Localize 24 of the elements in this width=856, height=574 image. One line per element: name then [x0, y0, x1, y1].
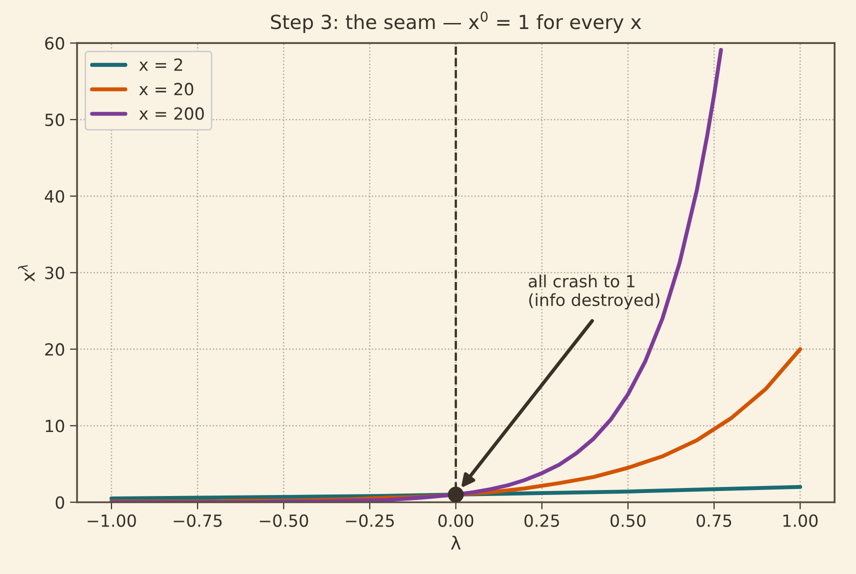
- x-tick-label: −0.50: [260, 514, 308, 527]
- chart-title: Step 3: the seam — x$^{0}$ = 1 for every x: [271, 11, 642, 34]
- y-tick-label: 50: [45, 114, 64, 126]
- y-tick-label: 0: [56, 496, 64, 509]
- annotation: all crash to 1 (info destroyed): [528, 274, 660, 310]
- y-tick-label: 40: [44, 190, 64, 203]
- y-tick-label: 20: [45, 343, 64, 356]
- y-tick-label: 60: [45, 37, 64, 50]
- x-tick-label: 0.25: [524, 514, 560, 527]
- y-tick-label: 30: [45, 266, 64, 280]
- legend-label: x = 2: [139, 58, 182, 71]
- y-tick-label: 10: [46, 420, 64, 432]
- x-tick-label: 0.00: [438, 514, 474, 527]
- x-tick-label: 0.75: [696, 514, 732, 527]
- legend-label: x = 200: [139, 107, 204, 120]
- legend-label: x = 20: [139, 82, 194, 96]
- y-axis-title: x$^{λ}$: [18, 265, 35, 282]
- x-tick-label: −0.75: [174, 514, 222, 527]
- x-tick-label: −0.25: [346, 514, 394, 527]
- x-tick-label: 0.50: [610, 514, 646, 527]
- x-axis-title: λ: [451, 536, 461, 550]
- x-tick-label: −1.00: [88, 514, 136, 527]
- line-series: [110, 48, 723, 502]
- x-tick-label: 1.00: [783, 514, 818, 527]
